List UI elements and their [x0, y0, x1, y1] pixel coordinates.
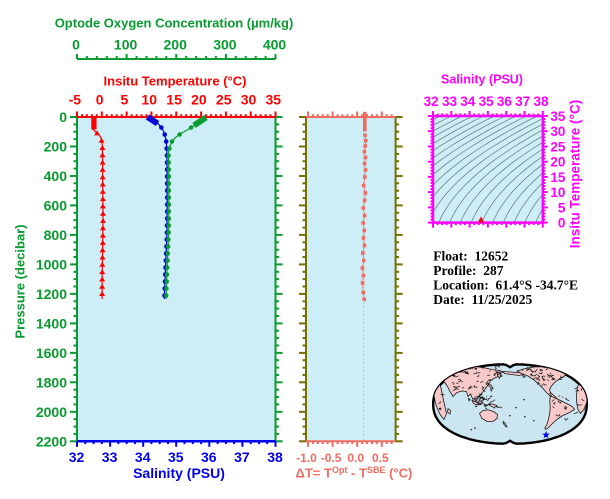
svg-text:-5: -5 [69, 91, 82, 107]
svg-text:300: 300 [213, 37, 237, 53]
svg-text:35: 35 [266, 91, 282, 107]
svg-text:Pressure (decibar): Pressure (decibar) [13, 224, 28, 338]
svg-text:36: 36 [497, 94, 513, 109]
svg-text:15: 15 [166, 91, 182, 107]
svg-text:38: 38 [267, 449, 283, 465]
svg-text:Float: 12652: Float: 12652 [433, 249, 508, 264]
svg-text:25: 25 [550, 140, 566, 155]
svg-text:600: 600 [44, 197, 68, 213]
svg-text:0.5: 0.5 [372, 451, 389, 465]
svg-text:37: 37 [515, 94, 530, 109]
svg-text:25: 25 [216, 91, 232, 107]
svg-text:Date: 11/25/2025: Date: 11/25/2025 [433, 292, 532, 307]
svg-text:32: 32 [69, 449, 85, 465]
svg-text:36: 36 [201, 449, 217, 465]
svg-text:38: 38 [533, 94, 549, 109]
svg-text:20: 20 [550, 155, 565, 170]
svg-text:800: 800 [44, 227, 68, 243]
svg-text:1600: 1600 [36, 345, 67, 361]
svg-text:1800: 1800 [36, 374, 67, 390]
svg-text:200: 200 [44, 139, 68, 155]
svg-text:35: 35 [479, 94, 495, 109]
svg-text:0: 0 [72, 37, 80, 53]
svg-text:Insitu Temperature (°C): Insitu Temperature (°C) [568, 100, 583, 248]
svg-text:Insitu Temperature (°C): Insitu Temperature (°C) [104, 73, 247, 88]
svg-text:2000: 2000 [36, 404, 67, 420]
svg-text:5: 5 [558, 200, 566, 215]
svg-text:ΔT= TOpt - TSBE (°C): ΔT= TOpt - TSBE (°C) [296, 465, 413, 481]
svg-text:2200: 2200 [36, 433, 67, 449]
svg-text:30: 30 [550, 124, 565, 139]
svg-text:0: 0 [558, 216, 566, 231]
svg-text:1000: 1000 [36, 256, 67, 272]
svg-text:Location: 61.4°S -34.7°E: Location: 61.4°S -34.7°E [433, 277, 578, 292]
svg-text:33: 33 [442, 94, 458, 109]
svg-text:400: 400 [44, 168, 68, 184]
svg-text:-0.5: -0.5 [321, 451, 342, 465]
svg-text:0: 0 [59, 109, 67, 125]
svg-text:32: 32 [424, 94, 439, 109]
svg-text:200: 200 [164, 37, 188, 53]
svg-text:15: 15 [550, 170, 566, 185]
svg-text:10: 10 [141, 91, 157, 107]
svg-text:10: 10 [550, 185, 565, 200]
svg-text:400: 400 [263, 37, 287, 53]
svg-text:5: 5 [121, 91, 129, 107]
svg-text:Optode Oxygen Concentration (µ: Optode Oxygen Concentration (µm/kg) [55, 16, 294, 31]
svg-text:Profile: 287: Profile: 287 [433, 263, 503, 278]
svg-text:Salinity (PSU): Salinity (PSU) [133, 465, 225, 481]
svg-text:Salinity (PSU): Salinity (PSU) [441, 72, 523, 86]
svg-text:33: 33 [102, 449, 118, 465]
svg-text:20: 20 [191, 91, 207, 107]
svg-text:-1.0: -1.0 [296, 451, 317, 465]
svg-text:0: 0 [96, 91, 104, 107]
svg-text:1200: 1200 [36, 286, 67, 302]
svg-text:37: 37 [234, 449, 250, 465]
svg-text:30: 30 [241, 91, 257, 107]
svg-text:34: 34 [135, 449, 151, 465]
svg-text:35: 35 [168, 449, 184, 465]
svg-text:1400: 1400 [36, 315, 67, 331]
svg-text:34: 34 [460, 94, 476, 109]
svg-text:35: 35 [550, 109, 566, 124]
svg-text:0.0: 0.0 [347, 451, 364, 465]
svg-text:100: 100 [114, 37, 138, 53]
